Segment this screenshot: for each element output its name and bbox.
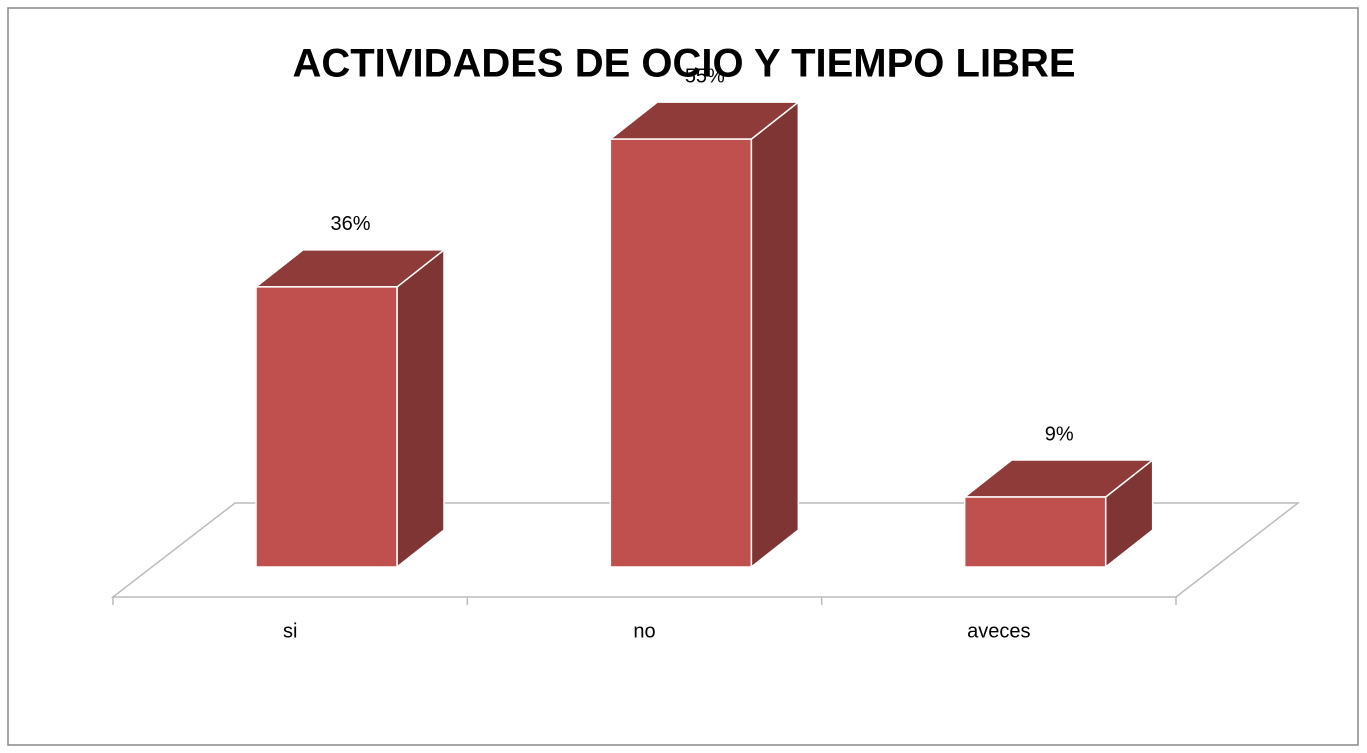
bar [253, 248, 447, 569]
bar-side [750, 100, 800, 569]
data-label: 9% [1045, 423, 1074, 445]
bar-side [396, 248, 445, 569]
bar-front [255, 286, 398, 568]
x-tick-label: no [633, 620, 655, 642]
chart-title: ACTIVIDADES DE OCIO Y TIEMPO LIBRE [292, 42, 1075, 86]
data-label: 55% [685, 65, 725, 87]
bar [962, 458, 1155, 569]
bar-front [963, 496, 1107, 568]
x-tick-label: aveces [967, 620, 1030, 642]
bar [608, 100, 801, 569]
x-tick-label: si [283, 620, 297, 642]
data-label: 36% [330, 213, 370, 235]
bar-front [609, 138, 753, 568]
